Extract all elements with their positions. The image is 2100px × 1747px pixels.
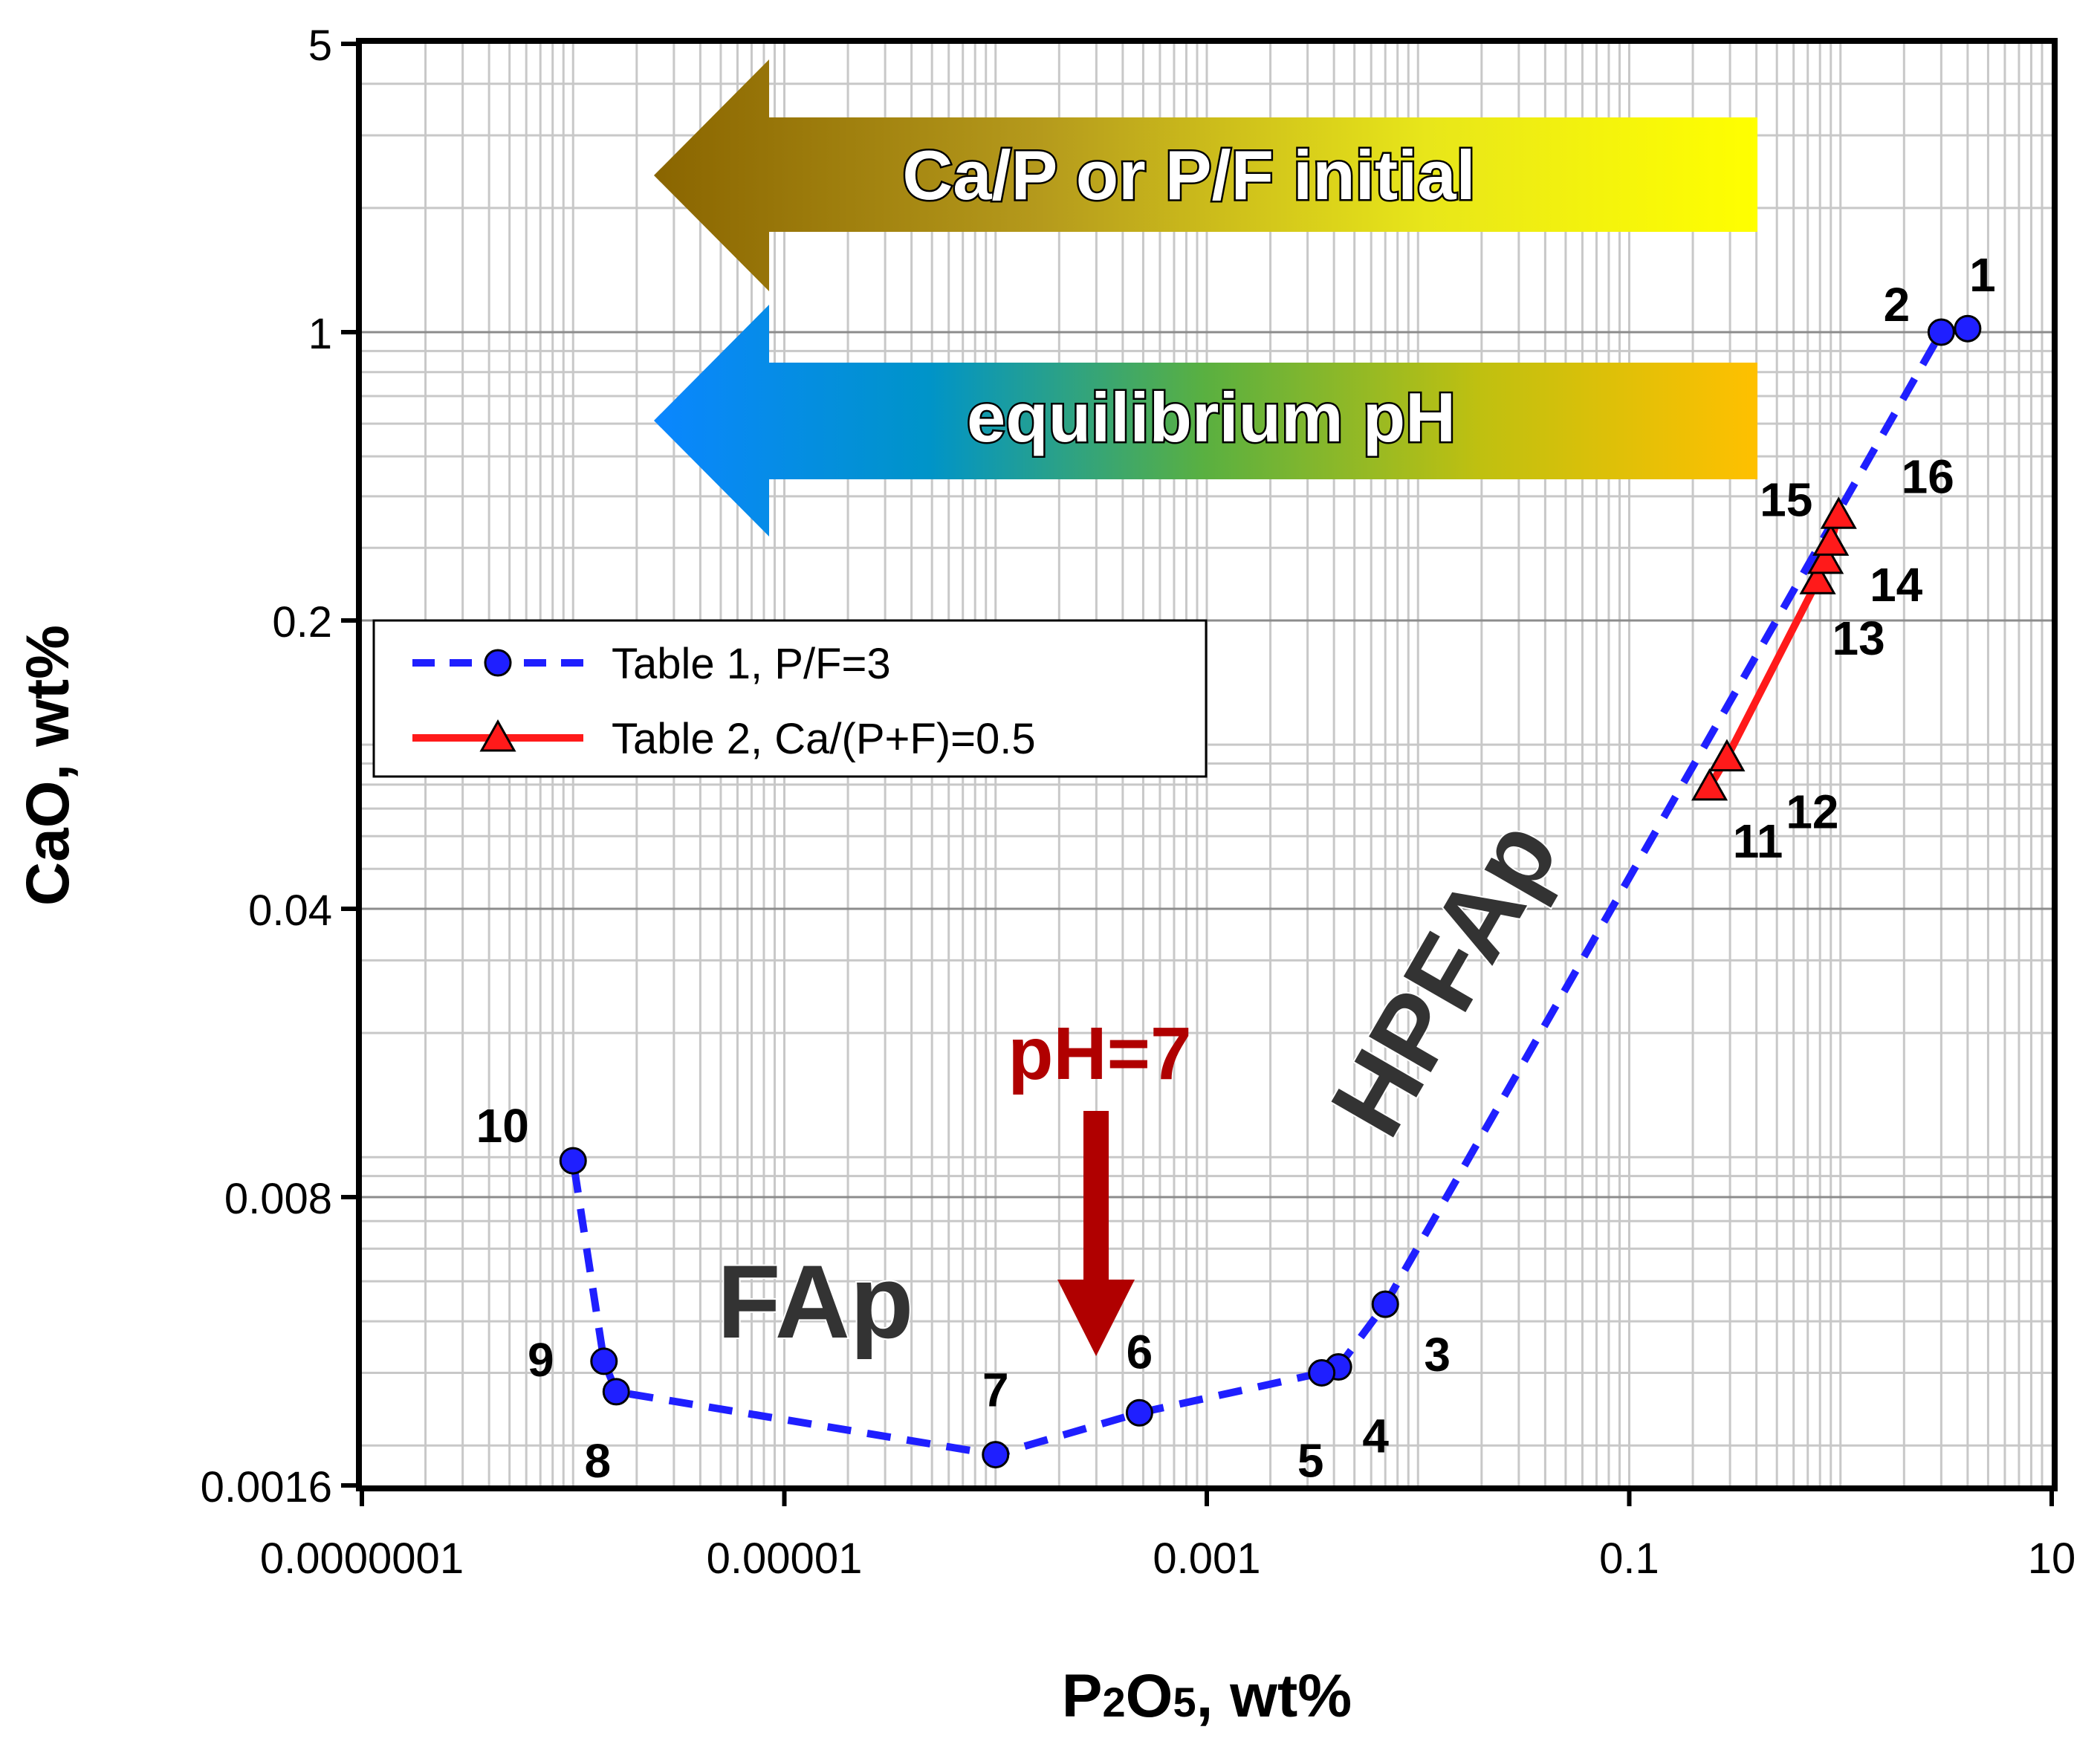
x-tick-label: 0.1 [1599,1534,1659,1583]
point-label-6: 6 [1127,1325,1153,1378]
series-line-1 [569,325,1968,1459]
x-tick-labels: 0.0000001 0.00001 0.001 0.1 10 [260,1485,2075,1583]
arrow-ca-p-text: Ca/P or P/F initial [902,136,1475,214]
x-tick-label: 0.001 [1153,1534,1260,1583]
data-point-1 [1954,314,1982,343]
arrow-ph-text: equilibrium pH [967,378,1456,456]
phase-label-fap: FAp [717,1243,913,1360]
data-point-5 [1308,1358,1336,1387]
data-point-8 [602,1378,630,1406]
data-point-13 [1799,562,1836,594]
data-point-15 [1812,523,1850,556]
y-tick-label: 1 [308,310,332,358]
y-axis-title: CaO, wt% [14,625,82,906]
y-tick-label: 0.04 [248,887,332,935]
point-label-16: 16 [1902,450,1954,503]
point-label-3: 3 [1424,1328,1451,1381]
x-tick-label: 0.0000001 [260,1534,464,1583]
arrow-equilibrium-ph: equilibrium pH [654,305,1757,537]
legend-marker-table1 [484,649,512,677]
legend: Table 1, P/F=3 Table 2, Ca/(P+F)=0.5 [372,619,1208,778]
point-label-1: 1 [1969,248,1996,302]
point-label-11: 11 [1733,814,1783,868]
y-tick-label: 5 [308,22,332,70]
data-point-6 [1125,1398,1153,1427]
series-markers [559,314,1982,1469]
point-label-10: 10 [476,1099,529,1153]
point-label-12: 12 [1786,785,1838,839]
point-label-2: 2 [1884,278,1911,331]
point-label-15: 15 [1760,473,1812,526]
data-point-14 [1807,541,1844,574]
arrow-ca-p-shape [654,59,1757,291]
point-label-5: 5 [1297,1433,1324,1487]
data-point-9 [590,1347,618,1375]
x-tick-label: 10 [2028,1534,2076,1583]
point-label-8: 8 [584,1434,611,1488]
data-point-10 [559,1147,587,1175]
legend-label-table1: Table 1, P/F=3 [612,640,891,688]
y-tick-label: 0.0016 [201,1463,332,1511]
ph7-marker: pH=7 [1008,1012,1192,1356]
ph7-arrow [1057,1111,1135,1356]
point-label-4: 4 [1362,1410,1389,1463]
data-point-16 [1820,496,1857,529]
point-label-13: 13 [1832,612,1885,665]
data-point-3 [1371,1290,1399,1318]
x-axis-title: P2O5, wt% [1062,1662,1352,1730]
arrow-ca-p-initial: Ca/P or P/F initial [654,59,1757,291]
arrow-ph-shape [654,305,1757,537]
data-point-2 [1927,318,1955,346]
legend-marker-table2 [479,719,516,752]
x-tick-label: 0.00001 [707,1534,863,1583]
point-label-9: 9 [528,1333,554,1387]
point-label-14: 14 [1870,558,1923,612]
phase-label-hpfap: HPFAp [1308,801,1579,1155]
y-tick-label: 0.2 [272,598,332,646]
point-label-7: 7 [982,1364,1009,1417]
ph7-label: pH=7 [1008,1012,1191,1095]
data-point-7 [982,1441,1010,1469]
data-point-11 [1691,768,1728,801]
legend-label-table2: Table 2, Ca/(P+F)=0.5 [612,715,1036,763]
y-tick-label: 0.008 [224,1175,332,1223]
y-tick-labels: 0.0016 0.008 0.04 0.2 1 5 [201,22,362,1511]
data-point-12 [1708,739,1746,772]
